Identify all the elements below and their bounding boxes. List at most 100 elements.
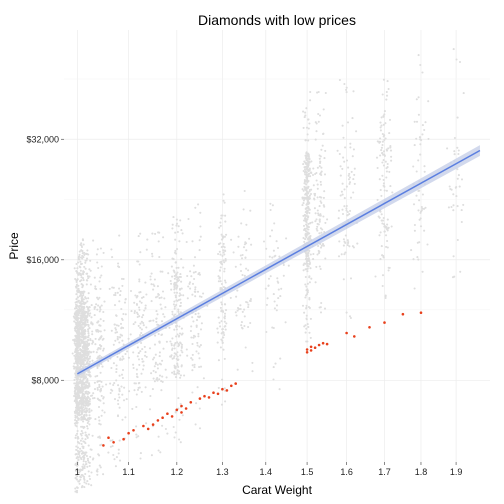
background-point [385, 90, 388, 94]
background-point [80, 442, 83, 446]
background-point [314, 138, 317, 141]
background-point [80, 374, 83, 377]
background-point [154, 353, 157, 356]
background-point [302, 199, 305, 202]
background-point [87, 334, 90, 337]
background-point [100, 394, 103, 397]
background-point [115, 370, 118, 374]
background-point [307, 152, 310, 155]
background-point [419, 143, 422, 146]
background-point [81, 334, 84, 337]
background-point [84, 356, 87, 359]
background-point [178, 418, 181, 421]
background-point [242, 246, 246, 249]
background-point [223, 235, 226, 238]
background-points [71, 48, 465, 494]
background-point [137, 260, 140, 263]
background-point [318, 205, 321, 208]
background-point [452, 209, 455, 212]
background-point [99, 287, 102, 290]
background-point [304, 196, 307, 199]
background-point [83, 253, 86, 256]
background-point [304, 238, 307, 241]
background-point [304, 192, 307, 195]
background-point [163, 297, 166, 300]
background-point [76, 296, 79, 299]
background-point [110, 366, 113, 370]
background-point [85, 451, 88, 454]
background-point [179, 441, 182, 444]
background-point [75, 293, 78, 296]
background-point [265, 247, 268, 250]
background-point [179, 354, 182, 357]
background-point [121, 368, 125, 372]
background-point [76, 407, 79, 410]
background-point [83, 383, 86, 386]
background-point [96, 348, 99, 351]
background-point [381, 219, 385, 222]
x-tick-label: 1.8 [415, 467, 428, 477]
background-point [186, 297, 189, 300]
background-point [423, 128, 426, 132]
background-point [194, 206, 197, 209]
background-point [157, 240, 160, 243]
background-point [83, 251, 86, 254]
background-point [142, 296, 145, 299]
background-point [159, 270, 162, 273]
background-point [190, 275, 193, 278]
background-point [452, 255, 455, 258]
background-point [306, 282, 309, 285]
background-point [219, 224, 222, 227]
background-point [380, 149, 383, 152]
low-price-point [234, 382, 237, 385]
background-point [133, 389, 136, 392]
background-point [379, 188, 382, 192]
background-point [321, 228, 324, 231]
background-point [121, 284, 124, 287]
background-point [305, 317, 308, 320]
background-point [306, 340, 309, 343]
background-point [81, 346, 84, 349]
background-point [143, 354, 147, 357]
background-point [268, 255, 271, 258]
background-point [272, 249, 275, 252]
background-point [376, 198, 379, 201]
background-point [140, 341, 143, 345]
background-point [89, 375, 92, 378]
background-point [77, 349, 80, 352]
background-point [95, 303, 98, 306]
background-point [76, 377, 79, 380]
background-point [320, 301, 323, 305]
background-point [386, 80, 389, 83]
background-point [75, 313, 79, 316]
background-point [308, 281, 311, 284]
background-point [78, 375, 81, 378]
background-point [99, 324, 102, 327]
background-point [79, 290, 82, 293]
background-point [415, 170, 418, 173]
background-point [388, 132, 391, 135]
background-point [235, 295, 238, 298]
background-point [417, 189, 420, 193]
background-point [168, 326, 171, 329]
background-point [422, 207, 426, 210]
background-point [239, 269, 243, 273]
background-point [280, 287, 283, 290]
background-point [302, 110, 305, 113]
background-point [79, 317, 82, 320]
background-point [92, 392, 95, 395]
background-point [175, 287, 178, 290]
background-point [153, 356, 156, 359]
background-point [135, 436, 138, 439]
background-point [388, 266, 391, 269]
background-point [191, 293, 194, 296]
background-point [199, 225, 202, 228]
background-point [191, 358, 194, 361]
background-point [76, 304, 79, 307]
background-point [189, 329, 192, 333]
background-point [167, 272, 170, 275]
background-point [270, 229, 274, 232]
background-point [86, 421, 89, 425]
background-point [87, 308, 90, 311]
background-point [139, 322, 142, 325]
